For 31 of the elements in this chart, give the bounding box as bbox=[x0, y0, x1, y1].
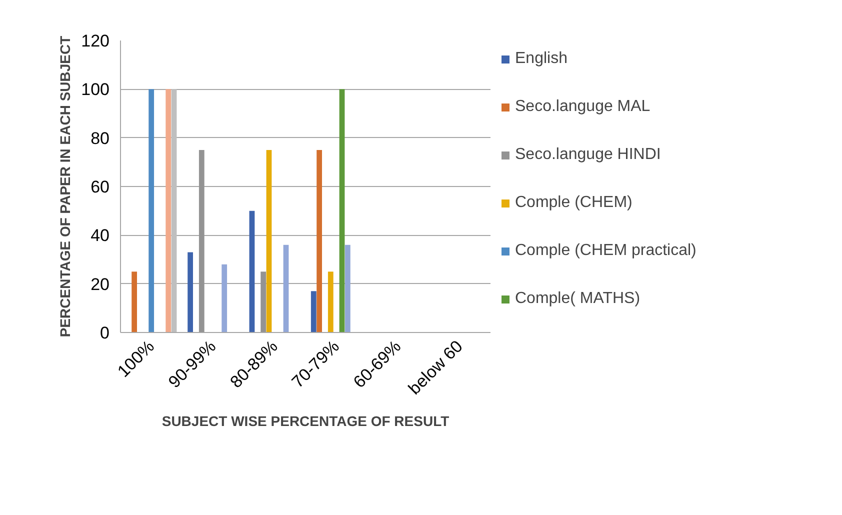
y-tick-label: 80 bbox=[90, 128, 110, 148]
legend-label: Seco.languge HINDI bbox=[515, 146, 661, 164]
legend-label: Comple (CHEM) bbox=[515, 194, 632, 212]
y-tick-label: 100 bbox=[81, 80, 110, 100]
bar bbox=[188, 252, 193, 332]
bar bbox=[339, 89, 345, 332]
y-tick-label: 40 bbox=[90, 226, 110, 246]
bar bbox=[132, 272, 138, 332]
legend-label: English bbox=[515, 50, 568, 68]
bar bbox=[266, 150, 272, 332]
bar bbox=[148, 89, 154, 332]
bar bbox=[328, 272, 334, 332]
y-tick-label: 20 bbox=[90, 274, 110, 294]
y-axis-title: PERCENTAGE OF PAPER IN EACH SUBJECT bbox=[57, 35, 74, 338]
bar bbox=[171, 89, 177, 332]
bar bbox=[222, 264, 228, 332]
y-tick-label: 0 bbox=[100, 324, 110, 342]
bar bbox=[316, 150, 322, 332]
bar bbox=[198, 150, 204, 332]
bar bbox=[249, 210, 255, 332]
bar bbox=[344, 244, 350, 332]
bar bbox=[310, 291, 316, 332]
y-tick-label: 120 bbox=[81, 32, 110, 50]
bar bbox=[283, 244, 289, 332]
y-tick-label: 60 bbox=[90, 178, 110, 196]
bar bbox=[166, 89, 172, 332]
bar bbox=[260, 272, 266, 332]
legend-label: Comple( MATHS) bbox=[515, 290, 640, 308]
x-axis-title: SUBJECT WISE PERCENTAGE OF RESULT bbox=[162, 413, 450, 430]
legend-label: Seco.languge MAL bbox=[515, 98, 650, 116]
legend-label: Comple (CHEM practical) bbox=[515, 242, 696, 260]
